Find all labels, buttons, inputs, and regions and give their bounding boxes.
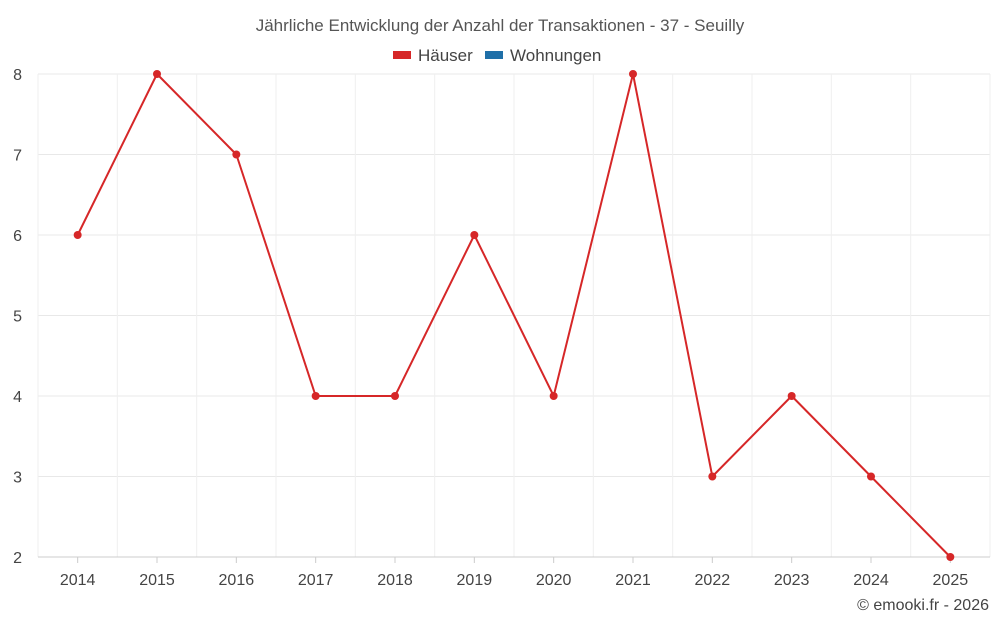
legend-item-houses[interactable]: Häuser bbox=[393, 46, 473, 65]
y-tick-label: 7 bbox=[13, 148, 22, 165]
data-point bbox=[470, 231, 479, 239]
x-tick-label: 2017 bbox=[298, 572, 334, 589]
x-tick-label: 2018 bbox=[377, 572, 413, 589]
y-tick-label: 2 bbox=[13, 550, 22, 567]
x-tick-label: 2022 bbox=[695, 572, 731, 589]
data-point bbox=[946, 553, 955, 561]
axes: 2 3 4 5 6 7 8 2014 2015 2016 2017 2018 2019 2020 2021 2… bbox=[13, 67, 990, 589]
data-point bbox=[232, 150, 241, 159]
x-tick-label: 2019 bbox=[457, 572, 493, 589]
legend: Häuser Wohnungen bbox=[393, 46, 601, 65]
series-layer bbox=[73, 70, 955, 561]
x-tick-label: 2014 bbox=[60, 572, 96, 589]
data-point bbox=[73, 231, 82, 239]
y-tick-label: 5 bbox=[13, 309, 22, 326]
x-tick-label: 2024 bbox=[853, 572, 889, 589]
chart-title: Jährliche Entwicklung der Anzahl der Tra… bbox=[256, 16, 745, 35]
y-tick-label: 8 bbox=[13, 67, 22, 84]
legend-label-houses: Häuser bbox=[418, 46, 473, 65]
x-tick-label: 2015 bbox=[139, 572, 175, 589]
legend-swatch-houses bbox=[393, 51, 411, 59]
y-tick-label: 3 bbox=[13, 470, 22, 487]
x-tick-label: 2023 bbox=[774, 572, 810, 589]
data-point bbox=[311, 392, 320, 400]
data-point bbox=[153, 70, 161, 78]
legend-label-apartments: Wohnungen bbox=[510, 46, 601, 65]
data-point bbox=[629, 70, 637, 78]
y-tick-label: 6 bbox=[13, 228, 22, 245]
series-line-0 bbox=[76, 73, 952, 558]
y-tick-label: 4 bbox=[13, 389, 22, 406]
x-tick-label: 2016 bbox=[219, 572, 255, 589]
data-point bbox=[787, 392, 796, 400]
data-point bbox=[391, 392, 399, 400]
x-tick-label: 2020 bbox=[536, 572, 572, 589]
data-point bbox=[867, 472, 875, 481]
data-point bbox=[549, 392, 558, 400]
credit-text: © emooki.fr - 2026 bbox=[857, 597, 989, 614]
legend-swatch-apartments bbox=[485, 51, 503, 59]
data-point bbox=[708, 472, 717, 481]
legend-item-apartments[interactable]: Wohnungen bbox=[485, 46, 601, 65]
x-tick-label: 2025 bbox=[933, 572, 969, 589]
x-tick-label: 2021 bbox=[615, 572, 651, 589]
